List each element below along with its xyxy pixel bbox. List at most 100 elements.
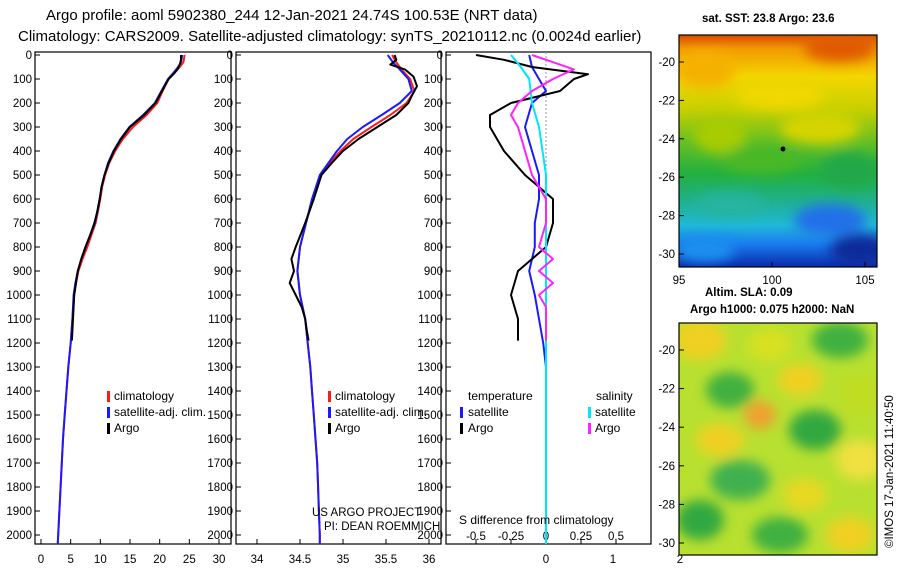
sla-map-title-line1: Altim. SLA: 0.09 <box>705 287 793 299</box>
y-tick-label: 0 <box>26 50 32 62</box>
legend-label-satellite-adj: satellite-adj. clim. <box>114 405 206 419</box>
y-tick-label: 2000 <box>6 530 32 542</box>
y-tick-label: 1500 <box>417 410 443 422</box>
x-tick-label: 0.5 <box>608 531 624 543</box>
y-tick-label: 1400 <box>6 386 32 398</box>
y-tick-label: 1200 <box>417 338 443 350</box>
y-tick-label: 1900 <box>207 506 233 518</box>
y-tick-label: 2000 <box>417 530 443 542</box>
x-tick-label: 36 <box>423 554 436 566</box>
series-line-salinity-argo <box>510 54 575 341</box>
y-tick-label: 500 <box>214 170 233 182</box>
salinity-y-ticks: 0 100 200 300 400 500 600 700 800 900 1000 1100 1200… <box>207 50 241 542</box>
y-tick-label: 700 <box>424 218 443 230</box>
y-tick-label: 0 <box>227 50 233 62</box>
y-tick-label: 1700 <box>207 458 233 470</box>
temperature-panel: 0100200300400500600700800900100011001200… <box>6 50 232 566</box>
pi-note: PI: DEAN ROEMMICH <box>324 521 440 533</box>
temperature-x-ticks: 0 5 10 15 20 25 30 <box>38 539 225 566</box>
salinity-legend: climatology satellite-adj. clim. Argo <box>328 389 427 435</box>
y-tick-label: 1600 <box>417 434 443 446</box>
y-tick-label: 500 <box>424 170 443 182</box>
y-tick-label: 1300 <box>207 362 233 374</box>
legend-marker-satellite-adj <box>107 407 110 418</box>
y-tick-label: 100 <box>13 74 32 86</box>
x-tick-label: 15 <box>124 554 137 566</box>
legend-marker-climatology <box>107 391 110 402</box>
sla-texture <box>679 323 877 553</box>
y-tick-label: 1600 <box>207 434 233 446</box>
y-tick-label: 1000 <box>417 290 443 302</box>
timestamp-label: ©IMOS 17-Jan-2021 11:40:50 <box>884 395 896 548</box>
sla-map-panel: Altim. SLA: 0.09 Argo h1000: 0.075 h2000… <box>658 287 878 556</box>
y-tick-label: 2000 <box>207 530 233 542</box>
x-tick-label: 10 <box>94 554 107 566</box>
legend-label-temp-argo: Argo <box>468 421 494 435</box>
y-tick-label: 400 <box>214 146 233 158</box>
map-y-tick-label: -28 <box>658 211 675 223</box>
sst-texture <box>679 35 877 266</box>
y-tick-label: 1800 <box>6 482 32 494</box>
y-tick-label: 1100 <box>418 314 443 326</box>
legend-label-sal-argo: Argo <box>595 421 621 435</box>
y-tick-label: 100 <box>424 74 443 86</box>
x-tick-label: 0.25 <box>570 531 592 543</box>
map-y-tick-label: -26 <box>658 172 675 184</box>
y-tick-label: 1500 <box>207 410 233 422</box>
map-y-tick-label: -20 <box>658 57 675 69</box>
series-line-climatology <box>56 54 186 544</box>
series-line-salinity-satellite <box>510 54 547 544</box>
map-y-tick-label: -22 <box>658 95 675 107</box>
x-tick-label: -0.25 <box>498 531 524 543</box>
y-tick-label: 800 <box>13 242 32 254</box>
y-tick-label: 1400 <box>207 386 233 398</box>
sst-map-frame <box>678 34 878 268</box>
y-tick-label: 200 <box>13 98 32 110</box>
x-tick-label: 35 <box>337 554 350 566</box>
difference-x-ticks-bottom: 0 1 2 <box>543 554 683 566</box>
map-y-tick-label: -20 <box>658 345 675 357</box>
x-tick-label: 34 <box>251 554 264 566</box>
y-tick-label: 1800 <box>207 482 233 494</box>
y-tick-label: 1500 <box>6 410 32 422</box>
map-y-tick-label: -24 <box>658 422 675 434</box>
sst-x-ticks: 95 100 105 <box>673 262 875 287</box>
y-tick-label: 800 <box>214 242 233 254</box>
figure-title-line1: Argo profile: aoml 5902380_244 12-Jan-20… <box>46 7 537 24</box>
y-tick-label: 300 <box>13 122 32 134</box>
temperature-y-ticks: 0 100 200 300 400 500 600 700 800 900 1000 1100 1200… <box>6 50 40 542</box>
y-tick-label: 100 <box>214 74 233 86</box>
y-tick-label: 500 <box>13 170 32 182</box>
y-tick-label: 200 <box>214 98 233 110</box>
y-tick-label: 1600 <box>6 434 32 446</box>
sla-map-title-line2: Argo h1000: 0.075 h2000: NaN <box>690 304 854 316</box>
sst-map-title: sat. SST: 23.8 Argo: 23.6 <box>702 13 835 25</box>
project-note: US ARGO PROJECT <box>312 507 421 519</box>
map-y-tick-label: -26 <box>658 461 675 473</box>
temperature-axes-frame <box>34 51 232 545</box>
salinity-x-ticks: 34 34.5 35 35.5 36 <box>251 539 436 566</box>
x-tick-label: 34.5 <box>289 554 311 566</box>
sla-y-ticks: -20 -22 -24 -26 -28 -30 <box>658 345 684 550</box>
argo-float-marker <box>780 146 786 152</box>
sst-y-ticks: -20 -22 -24 -26 -28 -30 <box>658 57 684 261</box>
series-line-climatology <box>296 54 416 544</box>
legend-marker-temp-argo <box>460 423 463 434</box>
y-tick-label: 700 <box>214 218 233 230</box>
y-tick-label: 700 <box>13 218 32 230</box>
y-tick-label: 1900 <box>6 506 32 518</box>
map-x-tick-label: 105 <box>855 275 874 287</box>
map-y-tick-label: -22 <box>658 384 675 396</box>
legend-marker-satellite-adj <box>328 407 331 418</box>
y-tick-label: 1000 <box>207 290 233 302</box>
y-tick-label: 1200 <box>207 338 233 350</box>
y-tick-label: 600 <box>424 194 443 206</box>
difference-axes-frame <box>445 51 652 545</box>
y-tick-label: 800 <box>424 242 443 254</box>
legend-marker-sal-argo <box>588 423 591 434</box>
map-y-tick-label: -28 <box>658 499 675 511</box>
legend-label-argo: Argo <box>114 421 140 435</box>
legend-marker-argo <box>328 423 331 434</box>
temperature-lines <box>56 54 186 544</box>
